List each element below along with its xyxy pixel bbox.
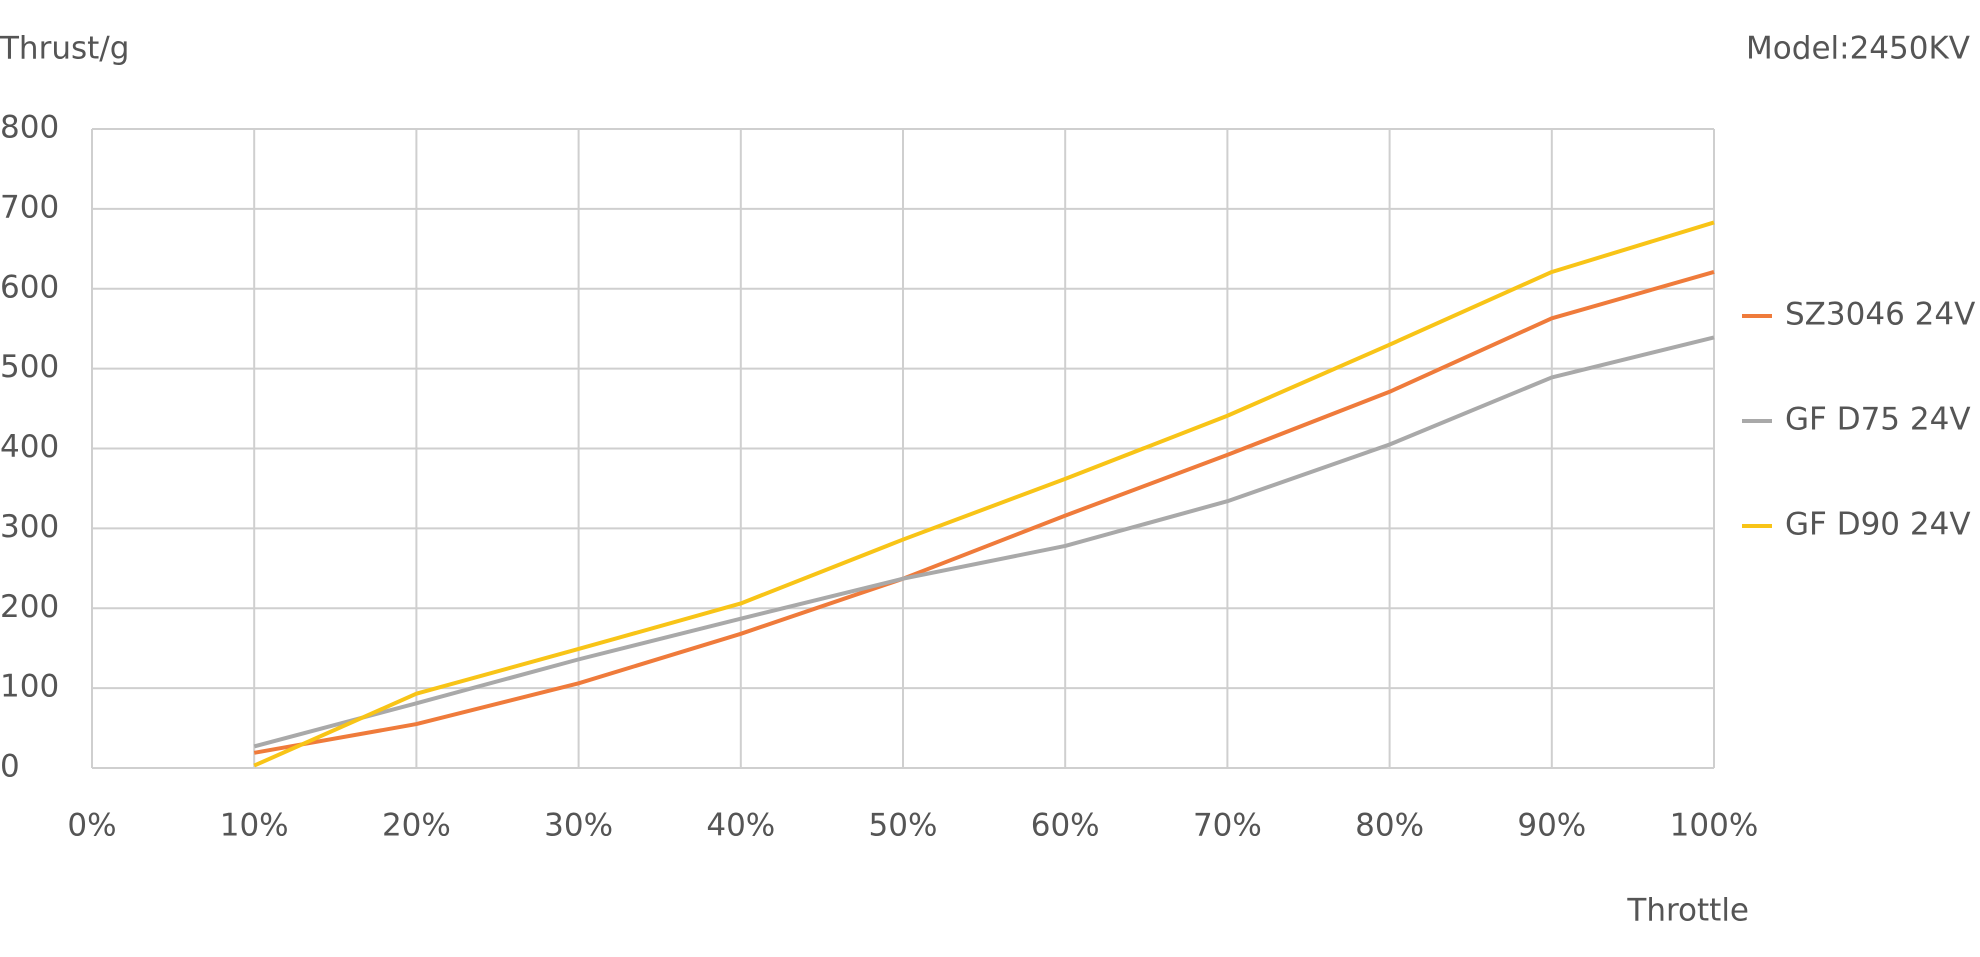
x-tick-label: 60% <box>1031 808 1100 844</box>
x-tick-label: 50% <box>869 808 938 844</box>
x-axis-label: Throttle <box>1626 893 1749 929</box>
x-tick-label: 90% <box>1517 808 1586 844</box>
y-tick-label: 200 <box>0 589 59 625</box>
y-tick-label: 100 <box>0 669 59 705</box>
x-tick-label: 20% <box>382 808 451 844</box>
legend-label: GF D90 24V <box>1785 507 1971 543</box>
x-tick-label: 30% <box>544 808 613 844</box>
legend-label: GF D75 24V <box>1785 402 1971 438</box>
y-tick-label: 300 <box>0 509 59 545</box>
x-tick-label: 80% <box>1355 808 1424 844</box>
legend-label: SZ3046 24V <box>1785 297 1975 333</box>
y-tick-label: 700 <box>0 189 59 225</box>
series-line <box>253 335 1715 749</box>
x-tick-label: 70% <box>1193 808 1262 844</box>
y-tick-label: 400 <box>0 429 59 465</box>
series-line <box>253 220 1715 768</box>
series-line <box>253 270 1715 755</box>
x-tick-label: 100% <box>1670 808 1759 844</box>
y-tick-label: 800 <box>0 110 59 146</box>
y-tick-label: 600 <box>0 269 59 305</box>
y-axis-label: Thrust/g <box>0 31 129 67</box>
x-tick-label: 40% <box>706 808 775 844</box>
annotation: Model:2450KV <box>1746 31 1970 67</box>
x-tick-label: 0% <box>67 808 116 844</box>
y-tick-label: 0 <box>0 749 20 785</box>
x-tick-label: 10% <box>220 808 289 844</box>
y-tick-label: 500 <box>0 349 59 385</box>
